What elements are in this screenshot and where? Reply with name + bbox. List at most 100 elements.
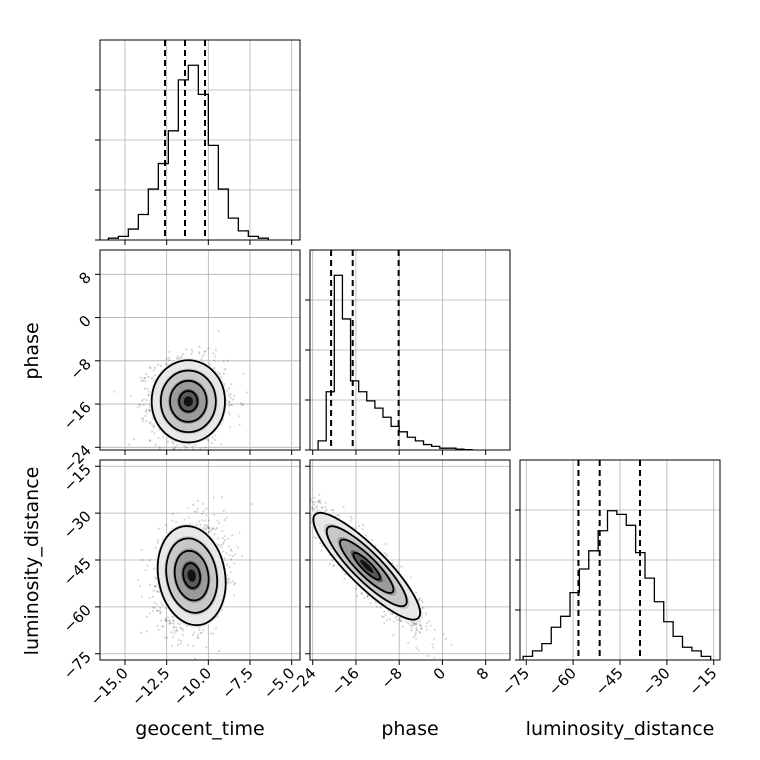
scatter-point — [174, 445, 177, 448]
scatter-point — [149, 367, 152, 370]
histogram-luminosity_distance — [522, 510, 712, 660]
scatter-point — [213, 367, 216, 369]
scatter-point — [148, 597, 151, 599]
scatter-point — [171, 513, 174, 515]
scatter-point — [128, 443, 131, 446]
scatter-point — [450, 643, 453, 646]
scatter-point — [157, 363, 159, 366]
scatter-point — [231, 534, 234, 537]
scatter-point — [172, 626, 175, 629]
scatter-point — [386, 553, 388, 556]
scatter-panel-geocent_time-phase — [113, 329, 248, 457]
scatter-point — [144, 377, 147, 380]
scatter-point — [144, 415, 147, 417]
scatter-point — [415, 626, 418, 629]
scatter-point — [177, 639, 180, 641]
scatter-point — [233, 394, 236, 397]
scatter-point — [202, 510, 205, 513]
scatter-point — [209, 632, 212, 635]
scatter-point — [149, 439, 152, 442]
scatter-point — [401, 625, 404, 628]
scatter-point — [168, 622, 171, 625]
scatter-point — [418, 623, 421, 626]
scatter-point — [149, 422, 151, 425]
scatter-point — [382, 615, 385, 618]
scatter-point — [165, 357, 168, 360]
scatter-point — [222, 372, 225, 375]
scatter-point — [180, 355, 183, 357]
scatter-point — [388, 618, 391, 621]
scatter-panel-geocent_time-luminosity_distance — [137, 496, 253, 660]
scatter-point — [175, 626, 178, 629]
scatter-point — [324, 506, 327, 508]
scatter-point — [426, 621, 428, 624]
scatter-point — [175, 628, 178, 631]
scatter-point — [329, 563, 331, 566]
scatter-point — [201, 519, 203, 522]
scatter-point — [332, 565, 335, 568]
scatter-point — [207, 519, 210, 522]
scatter-point — [133, 438, 135, 441]
scatter-point — [442, 633, 445, 636]
scatter-point — [223, 383, 226, 385]
scatter-point — [198, 352, 201, 355]
scatter-point — [212, 352, 215, 355]
scatter-point — [415, 623, 418, 626]
scatter-point — [148, 409, 150, 412]
scatter-point — [311, 507, 314, 510]
scatter-point — [417, 649, 420, 651]
scatter-point — [156, 609, 158, 612]
contour-line — [339, 538, 395, 594]
scatter-point — [231, 555, 234, 558]
scatter-point — [223, 557, 226, 560]
tick-label-x-phase: 8 — [473, 664, 492, 683]
scatter-point — [223, 519, 226, 521]
scatter-point — [193, 631, 196, 634]
scatter-point — [286, 484, 288, 486]
scatter-point — [230, 548, 232, 551]
scatter-point — [399, 617, 402, 620]
scatter-point — [145, 411, 148, 414]
scatter-point — [349, 515, 352, 518]
scatter-point — [398, 618, 401, 621]
scatter-point — [153, 607, 156, 609]
scatter-point — [151, 606, 154, 609]
scatter-point — [171, 519, 174, 522]
tick-label-x-phase: −16 — [328, 664, 363, 699]
scatter-point — [400, 620, 403, 623]
panel-frames — [99, 39, 721, 661]
scatter-point — [161, 603, 164, 606]
scatter-point — [425, 612, 428, 615]
scatter-point — [383, 622, 386, 624]
scatter-point — [196, 507, 199, 510]
contour-line — [182, 562, 202, 589]
scatter-point — [246, 391, 248, 394]
scatter-point — [153, 426, 155, 429]
scatter-point — [220, 546, 223, 549]
scatter-point — [155, 590, 158, 593]
scatter-point — [212, 633, 215, 635]
tick-label-x-phase: 0 — [430, 664, 449, 683]
scatter-point — [234, 582, 236, 585]
scatter-point — [213, 438, 216, 441]
contour-line — [165, 537, 219, 614]
scatter-point — [200, 632, 203, 634]
scatter-point — [212, 527, 215, 530]
scatter-point — [227, 411, 230, 414]
density-level — [183, 396, 193, 407]
scatter-point — [431, 643, 434, 646]
scatter-point — [153, 432, 156, 435]
scatter-point — [238, 423, 241, 426]
scatter-point — [217, 537, 219, 540]
scatter-point — [308, 525, 310, 527]
contour-line — [312, 511, 422, 621]
contour-line — [325, 525, 408, 608]
scatter-point — [229, 571, 232, 573]
contour-line — [150, 359, 226, 444]
scatter-point — [170, 644, 173, 647]
scatter-point — [384, 614, 387, 617]
scatter-point — [192, 503, 195, 506]
scatter-point — [202, 455, 204, 457]
scatter-point — [294, 505, 296, 507]
scatter-point — [149, 612, 151, 615]
